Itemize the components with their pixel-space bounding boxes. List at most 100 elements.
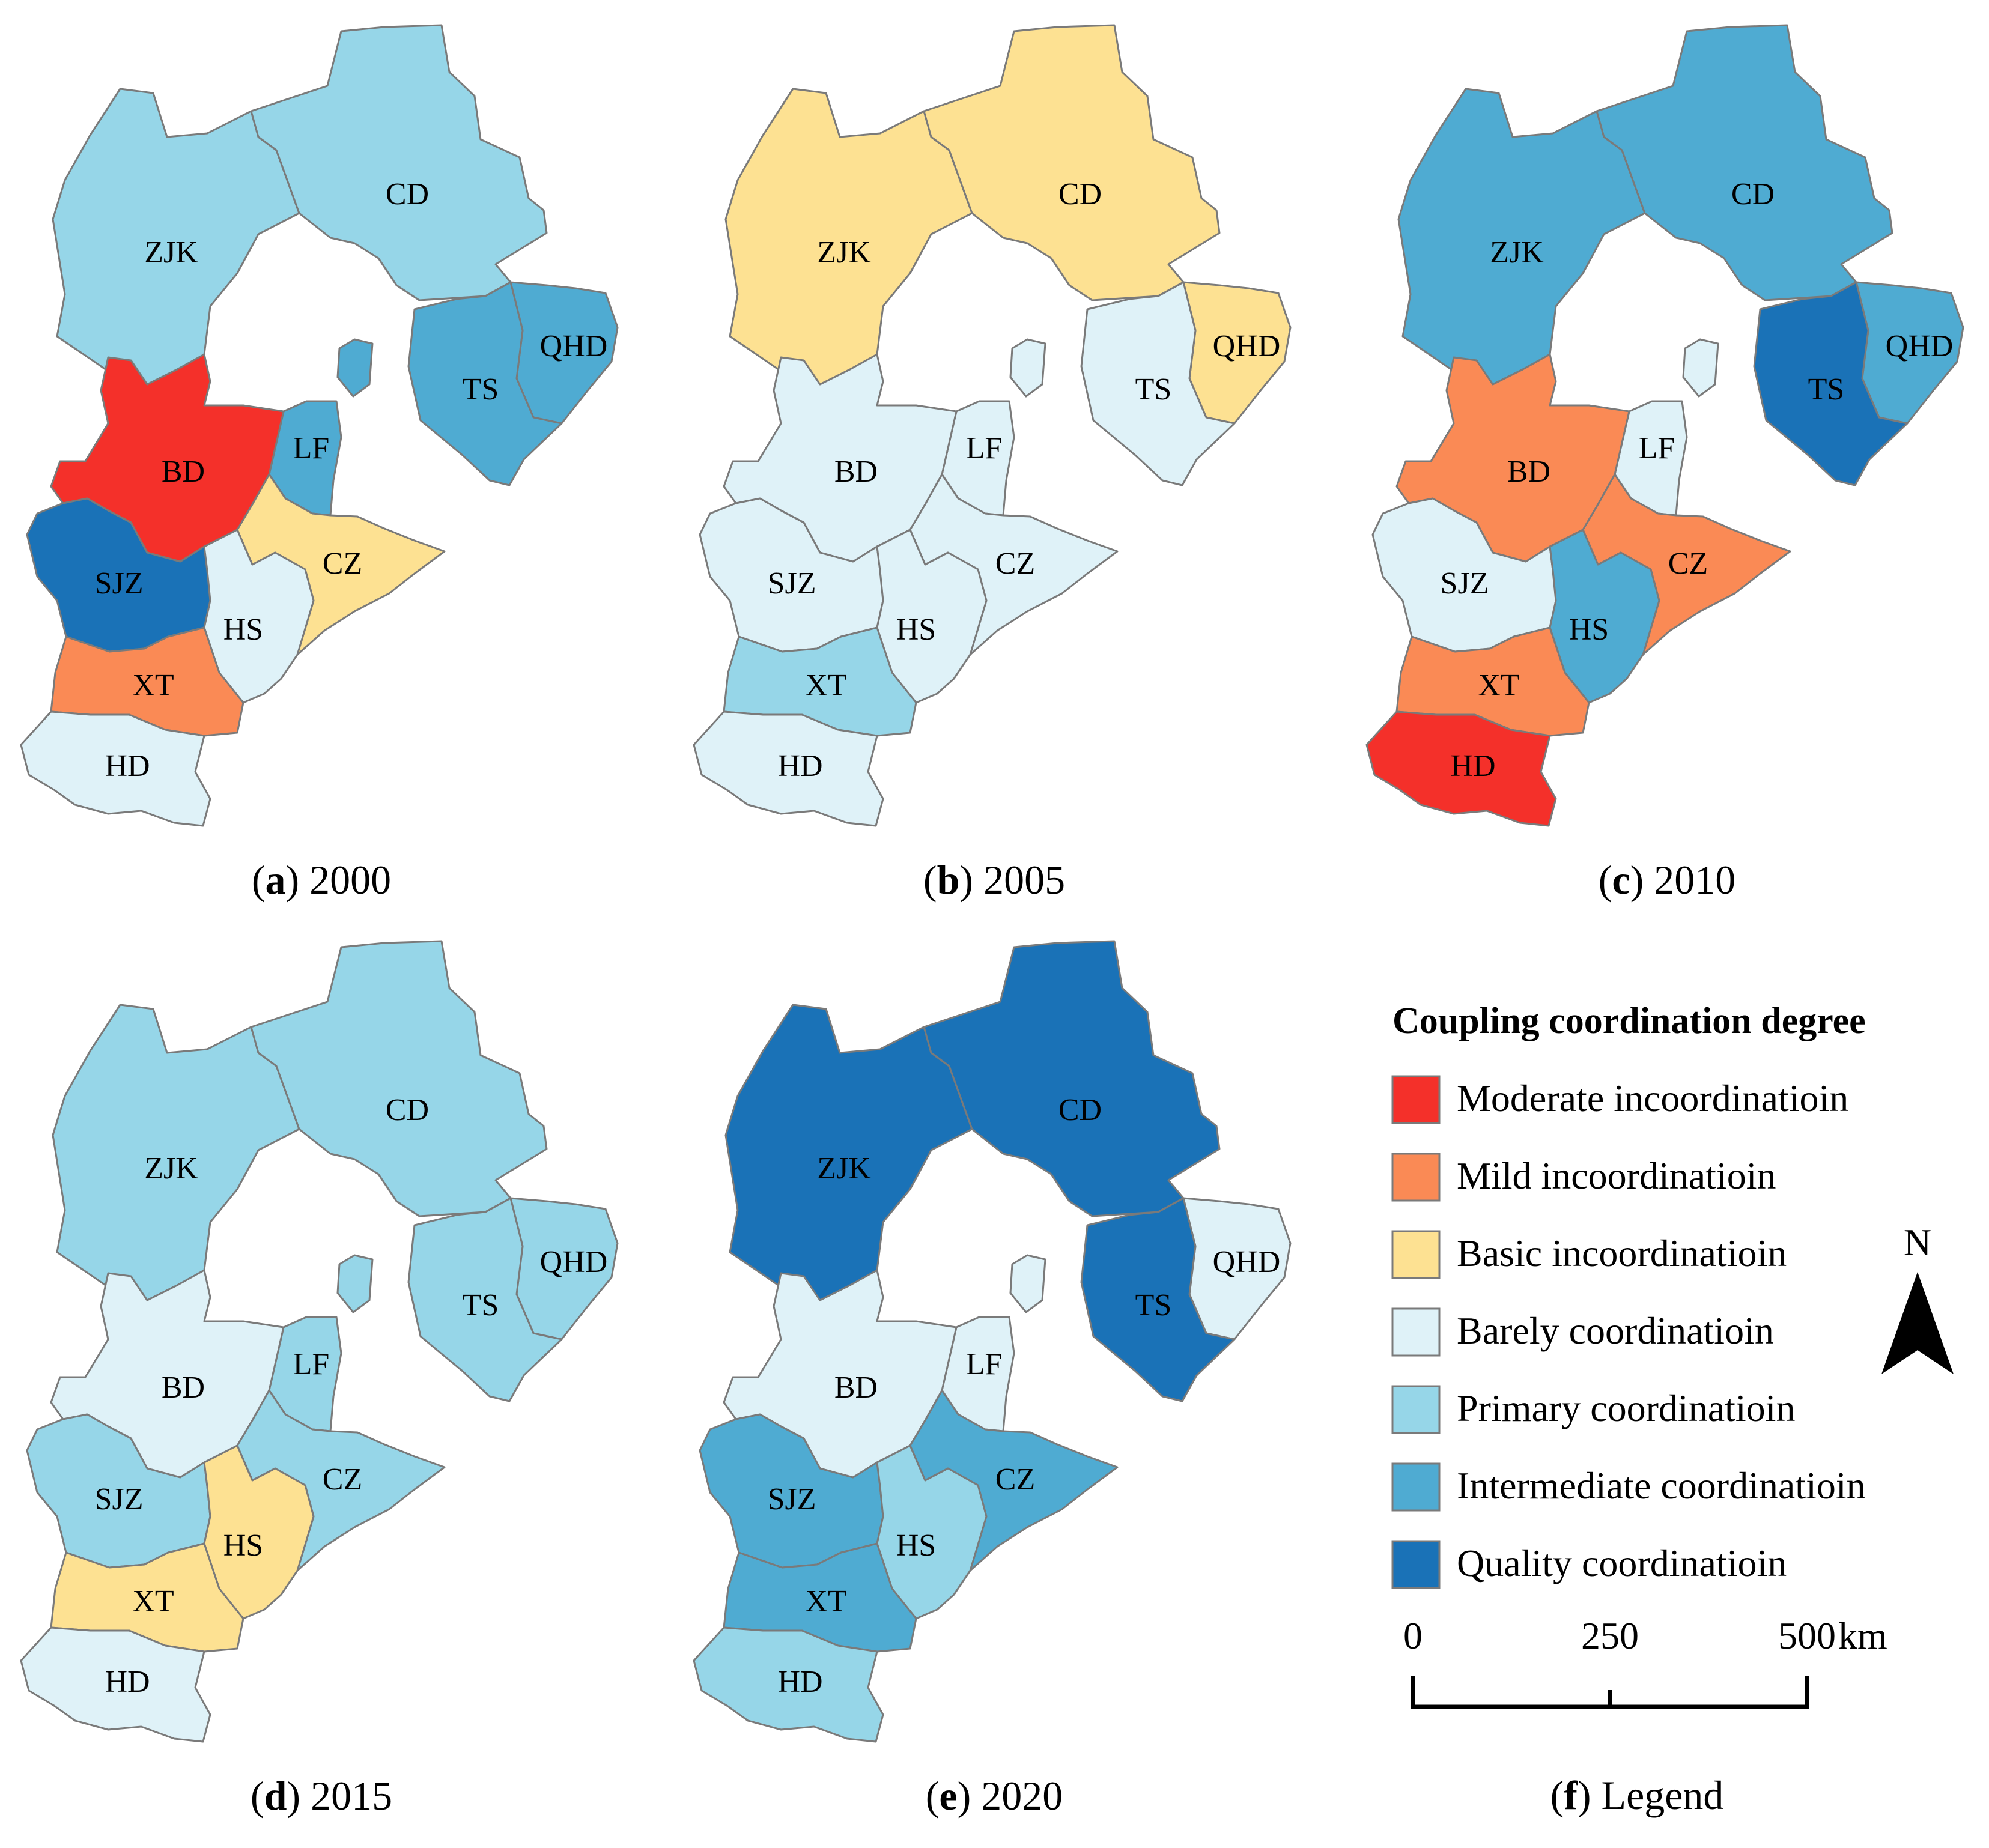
scale-bar-line <box>1411 1676 1809 1709</box>
region-hd <box>20 1626 211 1743</box>
region-hs <box>1549 529 1660 704</box>
region-label-bd: BD <box>834 455 878 489</box>
map-caption-year: 2005 <box>983 857 1065 903</box>
region-enclave <box>1009 1254 1046 1313</box>
scale-tick-500: 500 <box>1778 1614 1836 1657</box>
region-label-cz: CZ <box>995 1462 1035 1497</box>
region-label-sjz: SJZ <box>95 566 144 601</box>
region-label-cd: CD <box>1731 177 1775 211</box>
region-hd <box>693 710 884 827</box>
region-label-ts: TS <box>463 372 499 407</box>
region-label-hs: HS <box>896 613 936 647</box>
region-hd <box>20 710 211 827</box>
region-label-xt: XT <box>1478 668 1519 703</box>
region-label-bd: BD <box>1507 455 1550 489</box>
map-caption-letter: d <box>264 1773 287 1819</box>
region-hs <box>876 529 988 704</box>
region-label-hs: HS <box>223 1528 263 1563</box>
region-label-xt: XT <box>132 668 174 703</box>
legend-caption-letter: f <box>1564 1772 1578 1818</box>
region-label-xt: XT <box>805 1584 846 1619</box>
region-ts <box>407 1197 563 1402</box>
region-label-bd: BD <box>162 455 205 489</box>
legend-swatch <box>1391 1307 1441 1357</box>
legend-label: Moderate incoordinatioin <box>1457 1077 1848 1119</box>
region-zjk <box>52 88 300 386</box>
region-zjk <box>1397 88 1646 386</box>
legend-item-barely-coord: Barely coordinatioin <box>1391 1307 1774 1357</box>
region-label-hs: HS <box>223 613 263 647</box>
map-panel-2015: ZJK CD QHD TS LF BD CZ SJZ HS XT HD (d) 2015 <box>20 940 619 1819</box>
region-label-sjz: SJZ <box>1441 566 1489 601</box>
region-enclave <box>336 338 374 398</box>
region-label-hs: HS <box>1569 613 1609 647</box>
legend-label: Barely coordinatioin <box>1457 1309 1774 1352</box>
region-label-cd: CD <box>386 177 429 211</box>
legend-item-quality-coord: Quality coordinatioin <box>1391 1540 1787 1589</box>
map-caption-2010: (c) 2010 <box>1599 857 1736 903</box>
region-label-sjz: SJZ <box>768 566 816 601</box>
north-arrow-label: N <box>1904 1221 1931 1264</box>
legend-item-basic-incoord: Basic incoordinatioin <box>1391 1230 1787 1279</box>
scale-unit: km <box>1838 1614 1887 1657</box>
map-caption-letter: a <box>266 857 286 903</box>
region-label-bd: BD <box>162 1371 205 1405</box>
legend-swatch <box>1391 1230 1441 1279</box>
legend-label: Basic incoordinatioin <box>1457 1232 1787 1274</box>
map-caption-letter: b <box>937 857 960 903</box>
region-label-ts: TS <box>1135 1288 1172 1322</box>
map-caption-letter: e <box>939 1773 957 1819</box>
legend-swatch <box>1391 1075 1441 1124</box>
legend-label: Primary coordinatioin <box>1457 1387 1795 1429</box>
legend-swatch <box>1391 1462 1441 1512</box>
region-cd <box>923 940 1221 1217</box>
region-label-hd: HD <box>105 1665 150 1699</box>
scale-bar: 0 250 500 km <box>1403 1614 1887 1709</box>
region-ts <box>1080 1197 1236 1402</box>
region-cd <box>250 24 548 301</box>
legend-label: Intermediate coordinatioin <box>1457 1464 1866 1507</box>
legend-items: Moderate incoordinatioin Mild incoordinat… <box>1391 1075 1866 1589</box>
region-label-lf: LF <box>966 431 1003 465</box>
region-label-lf: LF <box>966 1347 1003 1381</box>
region-label-zjk: ZJK <box>817 235 871 270</box>
region-label-cz: CZ <box>323 1462 362 1497</box>
region-hs <box>876 1444 988 1620</box>
legend-title: Coupling coordination degree <box>1392 1001 1866 1041</box>
legend-item-mild-incoord: Mild incoordinatioin <box>1391 1153 1776 1202</box>
region-label-cz: CZ <box>323 547 362 581</box>
region-label-lf: LF <box>293 1347 330 1381</box>
map-panel-2010: ZJK CD QHD TS LF BD CZ SJZ HS XT HD (c) 2010 <box>1365 24 1964 903</box>
region-label-ts: TS <box>463 1288 499 1322</box>
region-ts <box>1753 281 1909 486</box>
region-label-hd: HD <box>105 749 150 783</box>
region-hd <box>1365 710 1557 827</box>
legend-item-primary-coord: Primary coordinatioin <box>1391 1385 1795 1434</box>
legend-swatch <box>1391 1153 1441 1202</box>
region-label-cz: CZ <box>1668 547 1708 581</box>
region-zjk <box>724 1004 973 1301</box>
scale-tick-250: 250 <box>1581 1614 1639 1657</box>
region-label-lf: LF <box>1639 431 1675 465</box>
map-panel-2005: ZJK CD QHD TS LF BD CZ SJZ HS XT HD (b) 2005 <box>693 24 1292 903</box>
region-label-qhd: QHD <box>1886 329 1954 363</box>
legend-caption-text: Legend <box>1602 1772 1724 1818</box>
region-hd <box>693 1626 884 1743</box>
region-cd <box>1596 24 1893 301</box>
region-hs <box>203 529 315 704</box>
legend-label: Mild incoordinatioin <box>1457 1154 1776 1197</box>
region-zjk <box>52 1004 300 1301</box>
region-label-cd: CD <box>1058 1093 1102 1127</box>
map-caption-2005: (b) 2005 <box>923 857 1065 903</box>
region-label-xt: XT <box>132 1584 174 1619</box>
region-label-sjz: SJZ <box>95 1482 144 1516</box>
region-label-cd: CD <box>1058 177 1102 211</box>
region-enclave <box>1009 338 1046 398</box>
map-caption-year: 2015 <box>311 1773 392 1819</box>
map-caption-year: 2020 <box>981 1773 1063 1819</box>
maps-layer: ZJK CD QHD TS LF BD CZ SJZ HS XT HD (a) 2000 ZJK CD QH… <box>20 24 1964 1819</box>
legend-label: Quality coordinatioin <box>1457 1542 1787 1584</box>
legend-item-moderate-incoord: Moderate incoordinatioin <box>1391 1075 1848 1124</box>
region-cd <box>250 940 548 1217</box>
legend-swatch <box>1391 1385 1441 1434</box>
